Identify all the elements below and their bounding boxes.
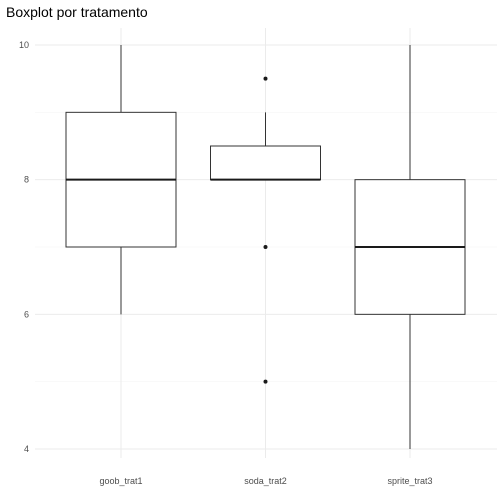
box-iqr (211, 146, 321, 180)
outlier-point (264, 380, 268, 384)
y-tick-label: 8 (24, 175, 29, 185)
x-tick-label: soda_trat2 (244, 476, 287, 486)
y-tick-label: 10 (19, 40, 29, 50)
box-sprite_trat3 (355, 45, 465, 449)
x-tick-label: sprite_trat3 (387, 476, 432, 486)
outlier-point (264, 245, 268, 249)
box-goob_trat1 (66, 45, 176, 314)
x-tick-labels: goob_trat1 soda_trat2 sprite_trat3 (99, 476, 432, 486)
y-tick-label: 6 (24, 309, 29, 319)
y-tick-label: 4 (24, 444, 29, 454)
y-tick-labels: 4 6 8 10 (19, 40, 29, 454)
outlier-point (264, 77, 268, 81)
x-tick-label: goob_trat1 (99, 476, 142, 486)
